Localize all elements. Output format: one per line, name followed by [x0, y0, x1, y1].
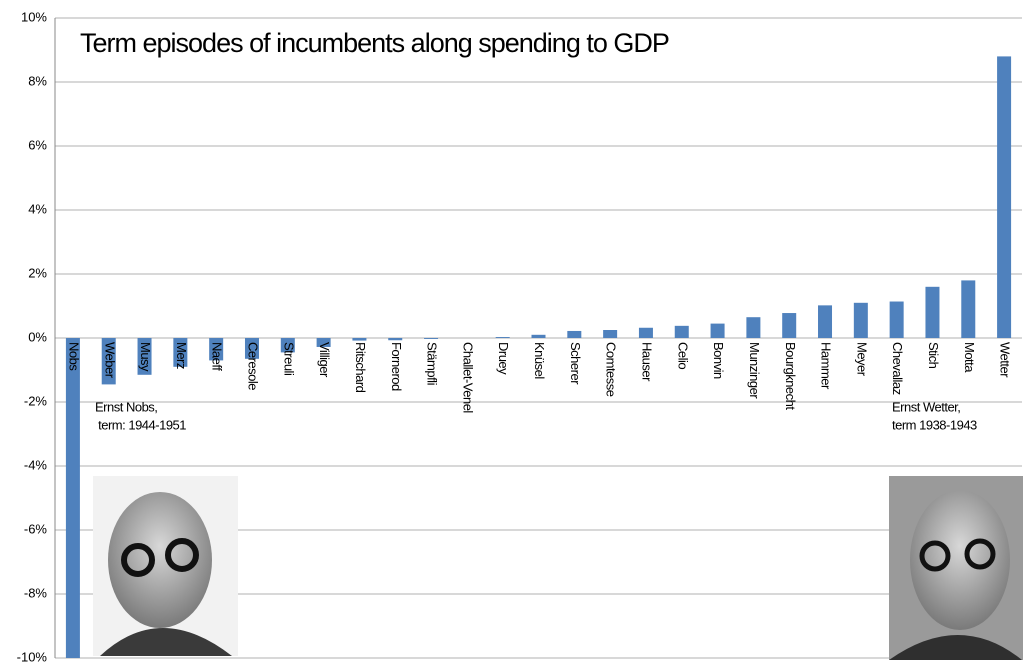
bar	[925, 286, 940, 338]
x-tick-label: Stich	[926, 342, 941, 369]
annotation: Ernst Wetter,	[892, 399, 960, 414]
x-tick-label: Weber	[102, 342, 117, 379]
x-tick-label: Scherer	[568, 342, 583, 385]
y-tick-label: 6%	[28, 137, 47, 152]
bar	[746, 317, 761, 338]
bar	[316, 338, 331, 347]
bar	[674, 325, 689, 338]
x-tick-label: Challet-Venel	[460, 342, 475, 413]
bar	[244, 338, 259, 359]
bar	[961, 280, 976, 338]
x-tick-label: Merz	[174, 342, 189, 369]
x-tick-label: Bonvin	[711, 342, 726, 379]
bar	[388, 338, 403, 341]
x-tick-label: Villiger	[317, 342, 332, 378]
y-tick-label: -10%	[17, 649, 48, 664]
x-tick-label: Celio	[675, 342, 690, 369]
x-tick-label: Motta	[962, 342, 977, 373]
bar	[818, 305, 833, 338]
bar	[567, 330, 582, 338]
bar	[65, 338, 80, 658]
photo-wetter	[889, 476, 1023, 660]
bar	[495, 337, 510, 338]
y-tick-label: -6%	[24, 521, 48, 536]
x-tick-label: Nobs	[66, 342, 81, 371]
x-tick-label: Druey	[496, 342, 511, 375]
x-tick-label: Streuli	[281, 342, 296, 376]
photo-nobs	[93, 476, 238, 656]
bar	[889, 301, 904, 338]
y-tick-label: 8%	[28, 73, 47, 88]
bar	[137, 338, 152, 375]
x-tick-label: Hauser	[640, 342, 655, 382]
bar	[424, 338, 439, 339]
x-tick-label: Wetter	[998, 342, 1013, 378]
chart-title: Term episodes of incumbents along spendi…	[80, 28, 669, 58]
bar	[853, 302, 868, 338]
x-tick-label: Chevallaz	[890, 342, 905, 395]
annotation: Ernst Nobs,	[95, 399, 157, 414]
x-tick-label: Meyer	[854, 342, 869, 377]
bar	[280, 338, 295, 353]
bar	[997, 56, 1012, 339]
x-tick-label: Ceresole	[246, 342, 261, 390]
x-tick-label: Ritschard	[353, 342, 368, 393]
x-tick-label: Hammer	[819, 342, 834, 390]
x-tick-label: Munzinger	[747, 342, 762, 399]
y-tick-label: 4%	[28, 201, 47, 216]
annotation: term: 1944-1951	[95, 417, 186, 432]
x-tick-label: Bourgknecht	[783, 342, 798, 410]
y-tick-label: 2%	[28, 265, 47, 280]
x-tick-label: Naeff	[210, 342, 225, 371]
bar	[710, 323, 725, 338]
bar	[352, 338, 367, 341]
x-tick-label: Fornerod	[389, 342, 404, 391]
x-tick-label: Musy	[138, 342, 153, 372]
bar	[782, 313, 797, 338]
bar	[531, 334, 546, 338]
bar	[101, 338, 116, 385]
annotation: term 1938-1943	[892, 417, 977, 432]
y-tick-label: 10%	[21, 9, 47, 24]
x-tick-label: Comtesse	[604, 342, 619, 397]
x-tick-label: Knüsel	[532, 342, 547, 379]
y-tick-label: -2%	[24, 393, 48, 408]
bar	[173, 338, 188, 367]
x-tick-label: Stämpfli	[425, 342, 440, 386]
y-tick-label: -8%	[24, 585, 48, 600]
bar	[209, 338, 224, 361]
y-tick-label: 0%	[28, 329, 47, 344]
bar	[603, 330, 618, 338]
bar	[638, 327, 653, 338]
y-tick-label: -4%	[24, 457, 48, 472]
